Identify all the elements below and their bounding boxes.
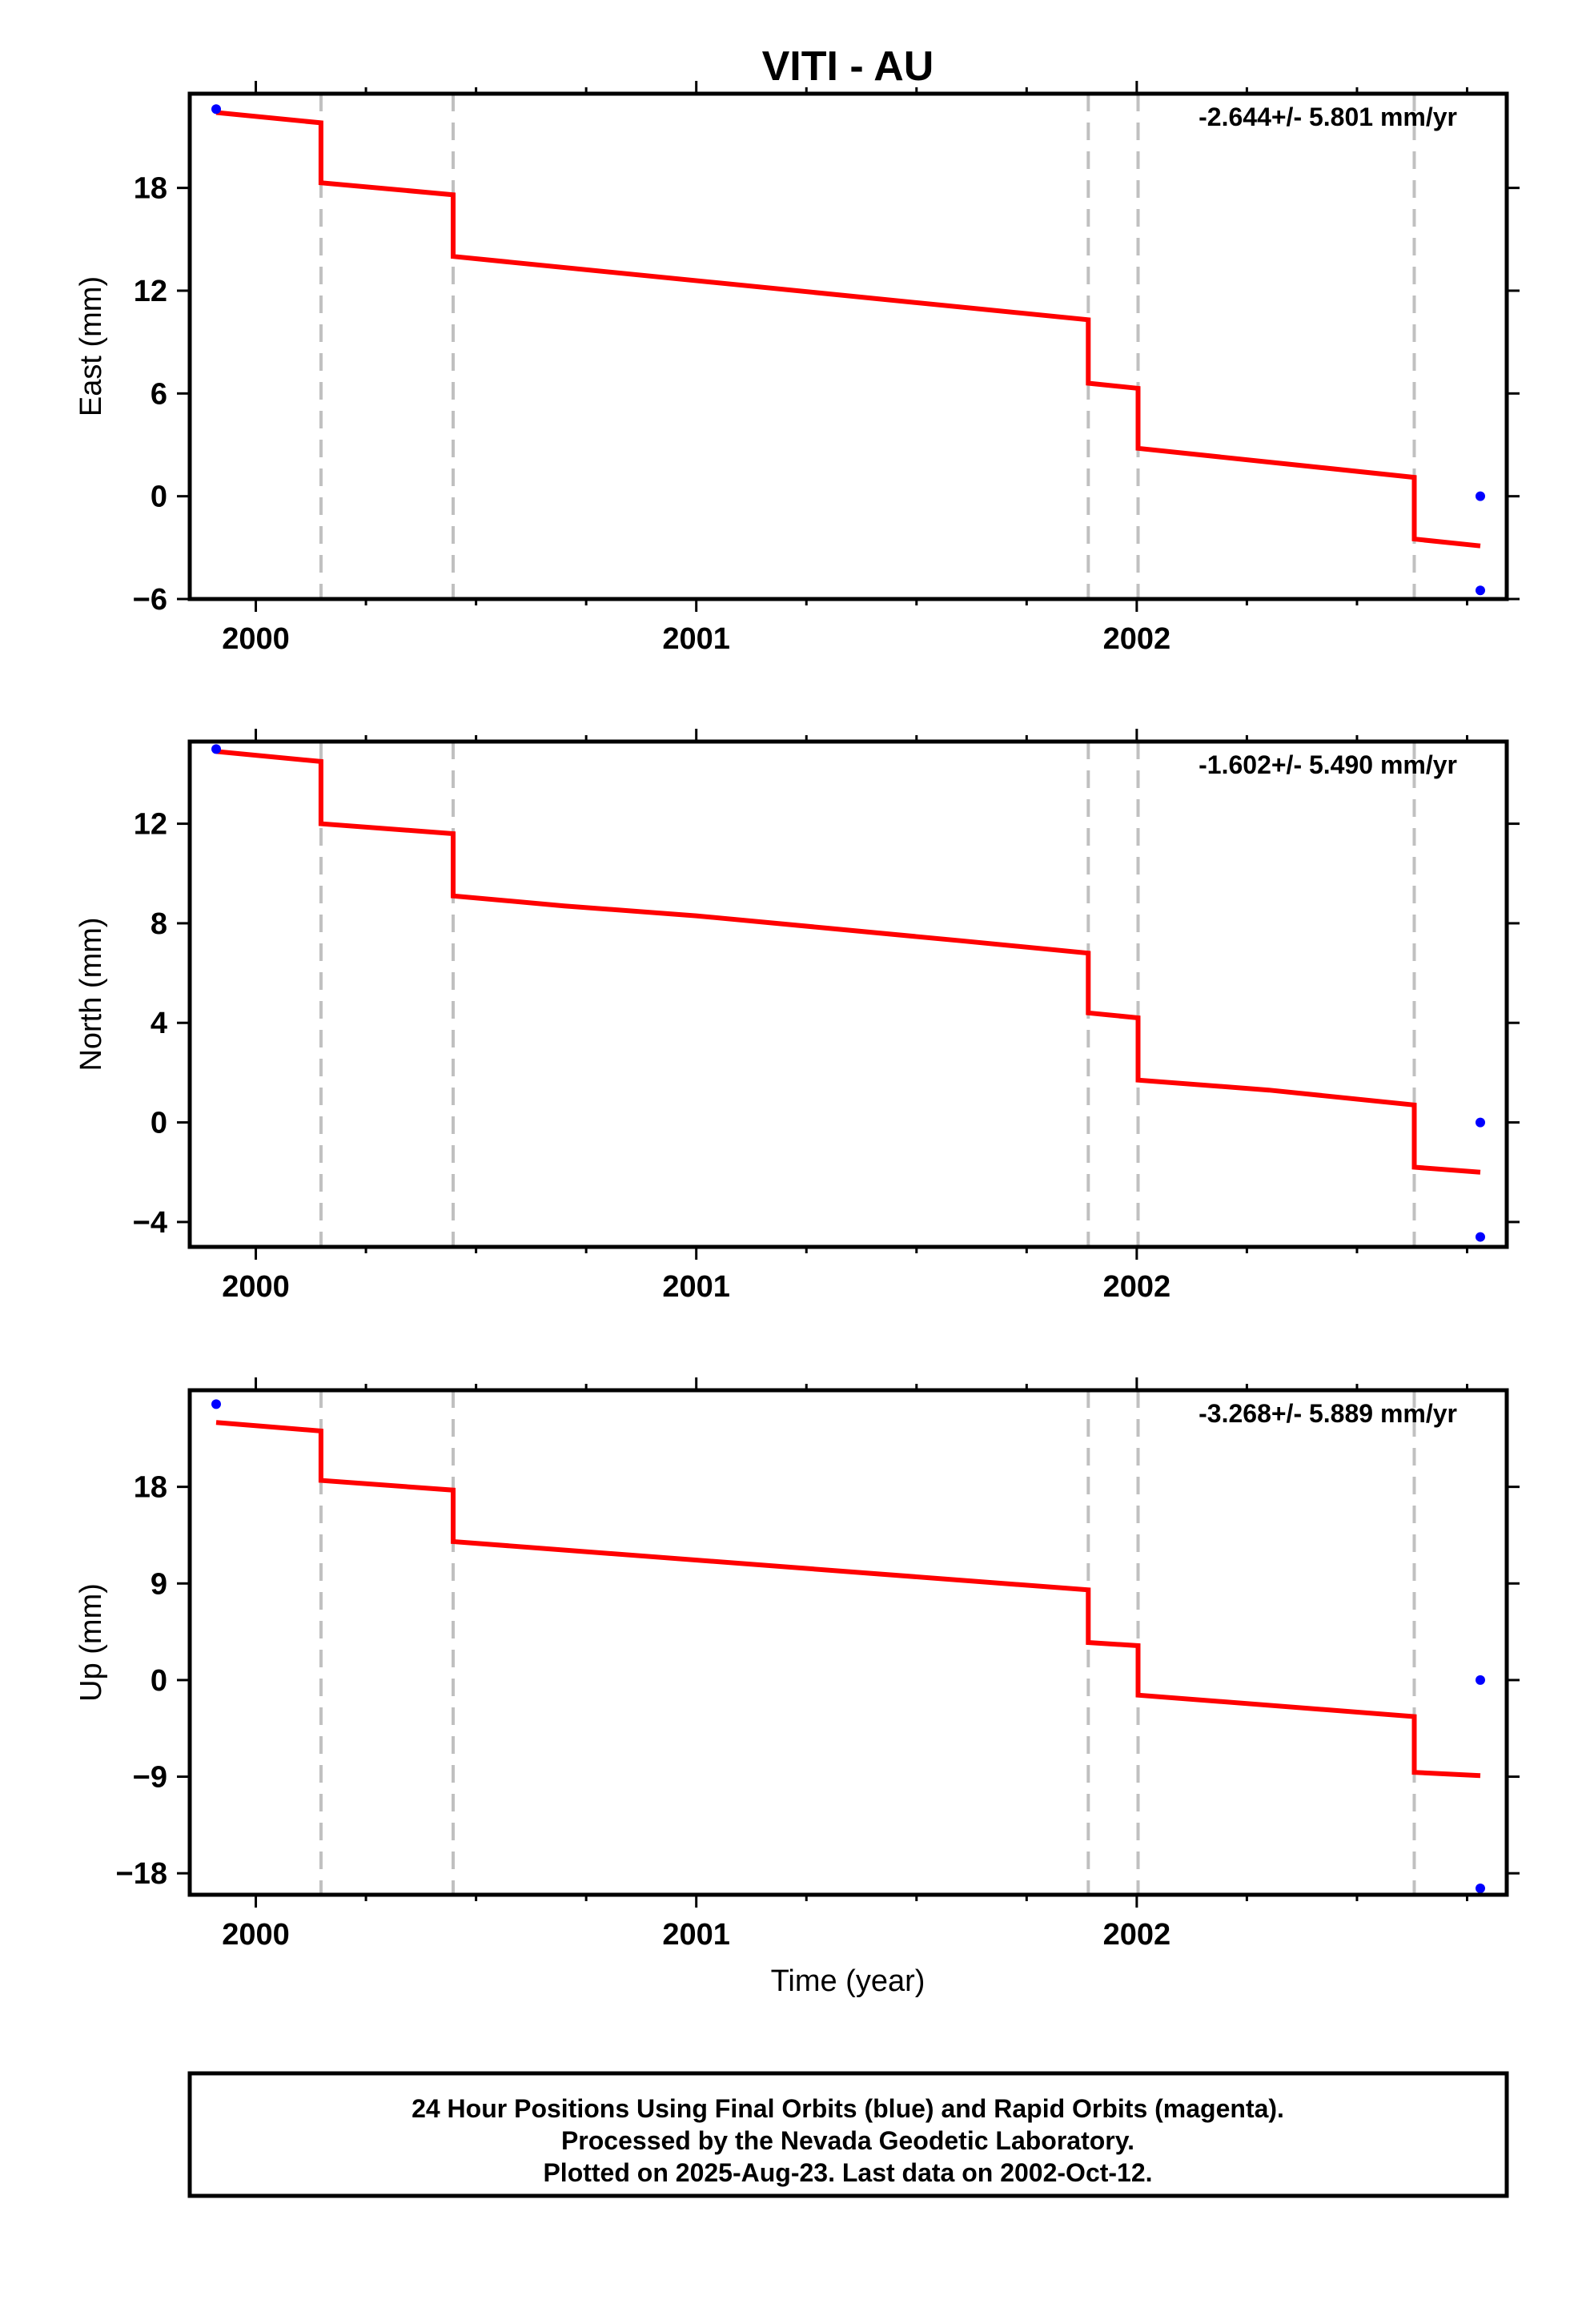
east-model-line: [215, 110, 1481, 549]
east-y-tick-label: −6: [133, 583, 167, 617]
east-y-tick-label: 6: [151, 377, 167, 411]
east-plot-frame: [187, 91, 1509, 601]
north-final-point-3: [1475, 1232, 1485, 1242]
north-rate-label: -1.602+/- 5.490 mm/yr: [1199, 750, 1457, 779]
x-axis-title: Time (year): [771, 1964, 926, 1998]
x-tick-label-2000: 2000: [222, 1270, 290, 1304]
footer-line-1: 24 Hour Positions Using Final Orbits (bl…: [412, 2094, 1284, 2123]
up-y-tick-label: −9: [133, 1761, 167, 1795]
up-y-axis-title: Up (mm): [74, 1583, 108, 1702]
north-final-point-2: [1475, 1117, 1485, 1128]
north-y-axis-title: North (mm): [74, 917, 108, 1071]
footer-frame: [187, 2071, 1509, 2198]
up-y-tick-label: −18: [116, 1857, 167, 1891]
footer-line-3: Plotted on 2025-Aug-23. Last data on 200…: [543, 2158, 1152, 2187]
up-model-line: [215, 1420, 1481, 1779]
up-y-tick-label: 9: [151, 1567, 167, 1601]
up-y-tick-label: 0: [151, 1664, 167, 1698]
x-tick-label-2002: 2002: [1103, 1918, 1171, 1952]
up-rate-label: -3.268+/- 5.889 mm/yr: [1199, 1399, 1457, 1428]
east-final-point-2: [1475, 491, 1485, 501]
x-tick-label-2001: 2001: [662, 1918, 730, 1952]
east-final-point-1: [211, 104, 222, 115]
up-final-point-1: [211, 1399, 222, 1409]
east-final-point-3: [1475, 585, 1485, 596]
x-tick-label-2001: 2001: [662, 1270, 730, 1304]
north-plot-frame: [187, 739, 1509, 1249]
chart-title: VITI - AU: [762, 43, 934, 90]
up-final-point-2: [1475, 1675, 1485, 1685]
footer-line-2: Processed by the Nevada Geodetic Laborat…: [561, 2126, 1134, 2155]
north-y-tick-label: 4: [151, 1007, 167, 1040]
x-tick-label-2002: 2002: [1103, 622, 1171, 656]
footer-box: 24 Hour Positions Using Final Orbits (bl…: [187, 2071, 1509, 2198]
east-y-tick-label: 18: [134, 172, 167, 206]
x-tick-label-2000: 2000: [222, 1918, 290, 1952]
north-y-tick-label: 12: [134, 808, 167, 842]
panel-east: 2000 2001 2002 18 12 6 0 −6 East (mm) -2.644+/- 5…: [74, 81, 1520, 656]
north-y-tick-label: 0: [151, 1107, 167, 1140]
east-y-tick-label: 12: [134, 275, 167, 308]
north-y-tick-label: −4: [133, 1206, 167, 1240]
east-y-tick-label: 0: [151, 480, 167, 514]
north-model-line: [215, 749, 1481, 1175]
panel-up: 2000 2001 2002 18 9 0 −9 −18 Up (mm) -3.268+/- 5.…: [74, 1377, 1520, 1952]
east-y-axis-title: East (mm): [74, 276, 108, 416]
north-y-tick-label: 8: [151, 907, 167, 941]
x-tick-label-2001: 2001: [662, 622, 730, 656]
east-rate-label: -2.644+/- 5.801 mm/yr: [1199, 103, 1457, 131]
panel-north: 2000 2001 2002 12 8 4 0 −4 North (mm) -1.602+/- 5…: [74, 729, 1520, 1304]
up-plot-frame: [187, 1388, 1509, 1897]
north-final-point-1: [211, 744, 222, 754]
up-y-tick-label: 18: [134, 1471, 167, 1505]
x-tick-label-2000: 2000: [222, 622, 290, 656]
up-final-point-3: [1475, 1883, 1485, 1893]
x-tick-label-2002: 2002: [1103, 1270, 1171, 1304]
